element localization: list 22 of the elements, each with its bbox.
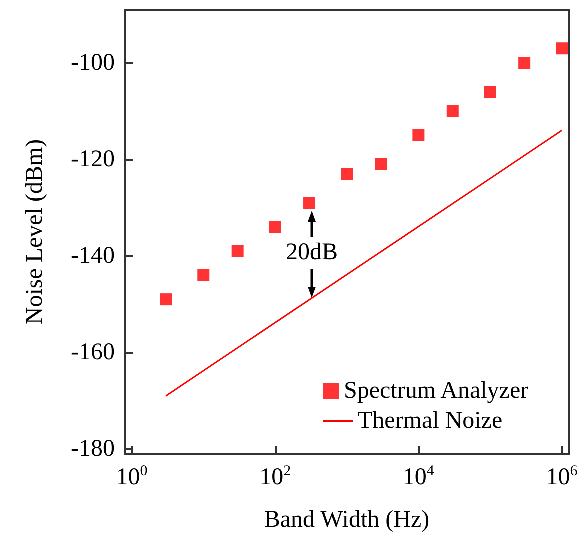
point	[375, 158, 388, 170]
point	[269, 221, 282, 234]
annotation: 20dB	[286, 240, 338, 266]
y-tick-label: -160	[71, 340, 115, 366]
x-axis-title: Band Width (Hz)	[264, 507, 430, 533]
y-axis-title: Noise Level (dBm)	[22, 139, 48, 325]
point	[341, 168, 353, 180]
point	[304, 197, 316, 210]
point	[412, 129, 425, 142]
point	[518, 57, 531, 70]
point	[484, 86, 496, 98]
point	[160, 294, 172, 306]
legend-label: Thermal Noize	[358, 408, 503, 434]
point	[232, 245, 244, 258]
point	[198, 269, 210, 282]
legend-label: Spectrum Analyzer	[344, 378, 529, 404]
y-tick-label: -100	[71, 50, 115, 76]
y-tick-label: -120	[71, 146, 115, 173]
y-tick-label: -180	[71, 436, 115, 462]
point	[556, 42, 568, 55]
y-tick-label: -140	[71, 243, 115, 270]
point	[446, 105, 459, 118]
